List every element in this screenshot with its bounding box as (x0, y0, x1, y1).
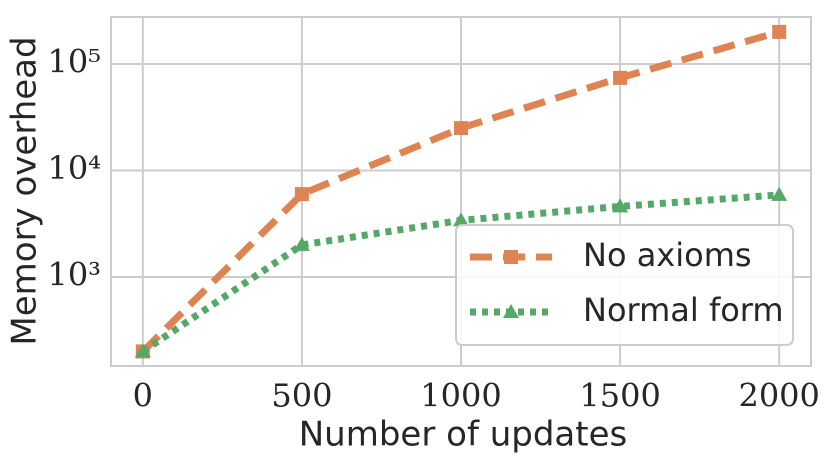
marker (503, 304, 519, 318)
plot-frame (110, 16, 812, 367)
marker (613, 70, 628, 85)
legend-label: Normal form (583, 291, 784, 329)
x-tick-label: 0 (133, 377, 153, 415)
y-tick-label: 10⁴ (47, 149, 101, 187)
marker (134, 343, 151, 358)
x-axis-label: Number of updates (299, 415, 627, 455)
x-tick-label: 1500 (579, 377, 660, 415)
series-layer (134, 24, 788, 359)
marker (453, 212, 469, 227)
series-line (140, 28, 781, 354)
y-tick-label: 10⁵ (47, 42, 101, 80)
marker (612, 198, 629, 213)
x-tick-label: 2000 (738, 377, 819, 415)
x-tick-label: 1000 (420, 377, 501, 415)
y-tick-label: 10³ (47, 255, 101, 293)
marker (294, 187, 309, 202)
marker (771, 186, 788, 201)
marker (454, 121, 468, 136)
legend-label: No axioms (583, 236, 752, 274)
marker (772, 24, 787, 39)
y-axis-label: Memory overhead (5, 36, 45, 345)
marker (293, 236, 310, 251)
x-tick-label: 500 (271, 377, 332, 415)
marker (504, 250, 518, 264)
